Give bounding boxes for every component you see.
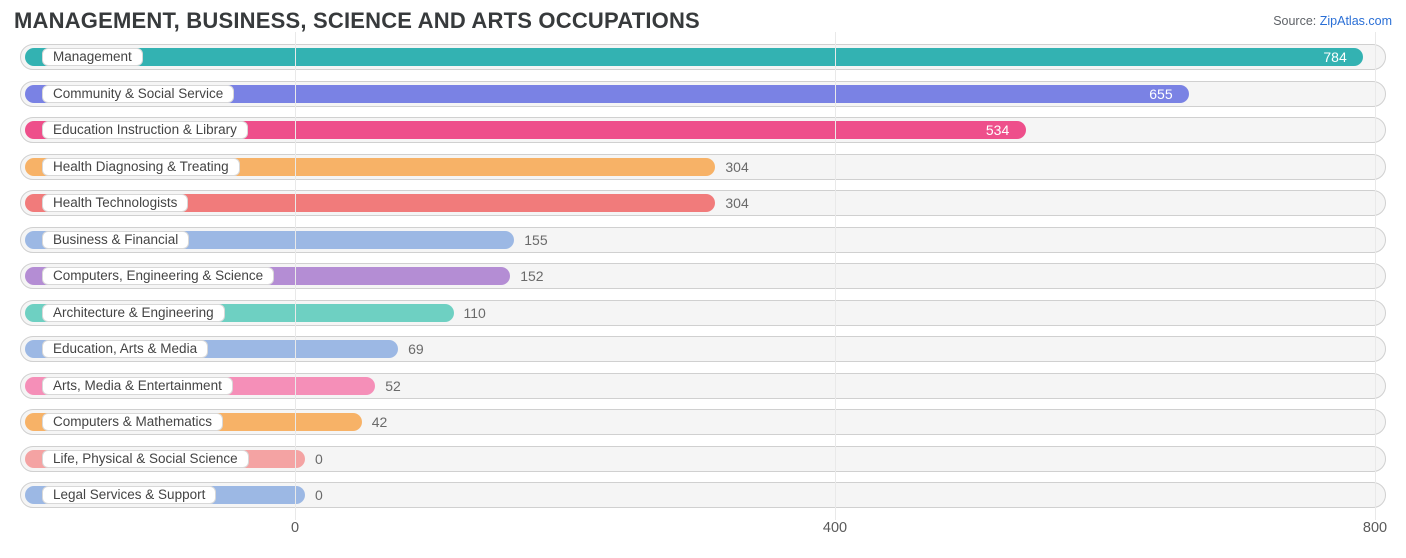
bar-value: 155 [524, 231, 547, 249]
axis-tick: 800 [1363, 520, 1387, 536]
bar-row: Health Diagnosing & Treating 304 [20, 150, 1386, 184]
bar-row: Health Technologists 304 [20, 186, 1386, 220]
bar-value: 52 [385, 377, 401, 395]
gridline [1375, 32, 1376, 520]
bar-value: 655 [1149, 85, 1172, 103]
occupations-chart: MANAGEMENT, BUSINESS, SCIENCE AND ARTS O… [0, 0, 1406, 558]
bar-value: 152 [520, 267, 543, 285]
bar-row: Legal Services & Support 0 [20, 478, 1386, 512]
bar-label: Legal Services & Support [42, 486, 216, 504]
bar-label: Arts, Media & Entertainment [42, 377, 233, 395]
bar-label: Education, Arts & Media [42, 340, 208, 358]
bar-row: Arts, Media & Entertainment 52 [20, 369, 1386, 403]
bar-row: Computers & Mathematics 42 [20, 405, 1386, 439]
gridline [295, 32, 296, 520]
bar-label: Health Technologists [42, 194, 188, 212]
chart-source: Source: ZipAtlas.com [1273, 14, 1392, 28]
bar-label: Business & Financial [42, 231, 189, 249]
chart-title: MANAGEMENT, BUSINESS, SCIENCE AND ARTS O… [14, 8, 700, 34]
bar-label: Computers, Engineering & Science [42, 267, 274, 285]
bars-area: Management 784 Community & Social Service 6… [10, 40, 1396, 512]
axis-tick: 400 [823, 520, 847, 536]
bar-label: Health Diagnosing & Treating [42, 158, 240, 176]
bar-label: Education Instruction & Library [42, 121, 248, 139]
bar-label: Management [42, 48, 143, 66]
bar-value: 69 [408, 340, 424, 358]
bar-row: Business & Financial 155 [20, 223, 1386, 257]
chart-header: MANAGEMENT, BUSINESS, SCIENCE AND ARTS O… [10, 8, 1396, 40]
bar-value: 110 [464, 304, 486, 322]
bar-value: 784 [1323, 48, 1346, 66]
bar-label: Computers & Mathematics [42, 413, 223, 431]
bar-row: Management 784 [20, 40, 1386, 74]
bar-row: Life, Physical & Social Science 0 [20, 442, 1386, 476]
bar-row: Education Instruction & Library 534 [20, 113, 1386, 147]
source-link[interactable]: ZipAtlas.com [1320, 14, 1392, 28]
bar-row: Community & Social Service 655 [20, 77, 1386, 111]
bar-row: Education, Arts & Media 69 [20, 332, 1386, 366]
bar-value: 0 [315, 450, 323, 468]
bar-label: Architecture & Engineering [42, 304, 225, 322]
x-axis: 0 400 800 [10, 518, 1396, 548]
axis-tick: 0 [291, 520, 299, 536]
bar-value: 304 [725, 158, 748, 176]
bar-row: Computers, Engineering & Science 152 [20, 259, 1386, 293]
bar-value: 42 [372, 413, 388, 431]
bar-value: 534 [986, 121, 1009, 139]
source-prefix: Source: [1273, 14, 1320, 28]
bar [25, 48, 1363, 66]
bar-row: Architecture & Engineering 110 [20, 296, 1386, 330]
bar-value: 304 [725, 194, 748, 212]
gridline [835, 32, 836, 520]
bar-label: Community & Social Service [42, 85, 234, 103]
bar-value: 0 [315, 486, 323, 504]
bar-label: Life, Physical & Social Science [42, 450, 249, 468]
